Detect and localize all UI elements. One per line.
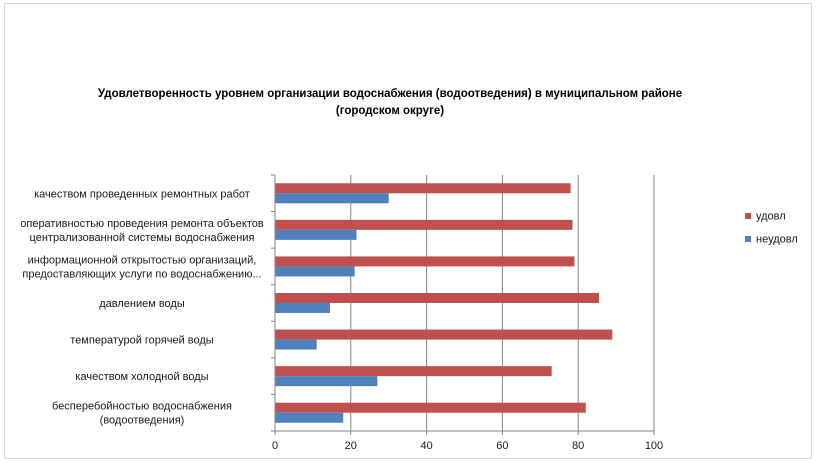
x-tick-label: 60 (496, 440, 508, 452)
category-label: оперативностью проведения ремонта объект… (20, 218, 264, 230)
bar-неудовл-1 (275, 229, 357, 240)
category-label: информационной открытостью организаций, (28, 254, 257, 266)
bar-удовл-0 (275, 183, 571, 194)
bar-удовл-2 (275, 256, 575, 267)
bar-неудовл-4 (275, 339, 317, 350)
bar-удовл-3 (275, 293, 600, 303)
chart-title: Удовлетворенность уровнем организации во… (60, 86, 720, 120)
bar-удовл-5 (275, 366, 552, 377)
category-label: давлением воды (99, 298, 185, 310)
bar-удовл-1 (275, 219, 573, 230)
bar-неудовл-6 (275, 412, 344, 423)
bar-неудовл-5 (275, 376, 378, 387)
x-tick-label: 20 (345, 440, 357, 452)
category-label: предоставляющих услуги по водоснабжению.… (22, 268, 261, 280)
bar-удовл-4 (275, 329, 613, 340)
bar-неудовл-0 (275, 193, 389, 204)
category-label: бесперебойностью водоснабжения (52, 401, 232, 413)
x-tick-label: 0 (272, 440, 278, 452)
legend-label-удовл: удовл (756, 211, 786, 223)
chart-title-line-1: Удовлетворенность уровнем организации во… (97, 88, 683, 100)
bar-неудовл-2 (275, 266, 355, 277)
category-label: качеством холодной воды (75, 371, 208, 383)
chart-frame (4, 3, 812, 459)
category-label: централизованной системы водоснабжения (30, 232, 255, 244)
legend-label-неудовл: неудовл (756, 234, 798, 246)
bar-удовл-6 (275, 402, 586, 413)
chart-title-line-2: (городском округе) (335, 105, 445, 117)
legend-swatch-удовл (745, 213, 751, 219)
category-label: температурой горячей воды (70, 335, 214, 347)
legend-swatch-неудовл (745, 236, 751, 242)
category-label: качеством проведенных ремонтных работ (34, 188, 250, 200)
x-tick-label: 100 (645, 440, 663, 452)
bar-неудовл-3 (275, 303, 330, 313)
x-tick-label: 40 (420, 440, 432, 452)
category-label: (водоотведения) (100, 415, 185, 427)
x-tick-label: 80 (572, 440, 584, 452)
